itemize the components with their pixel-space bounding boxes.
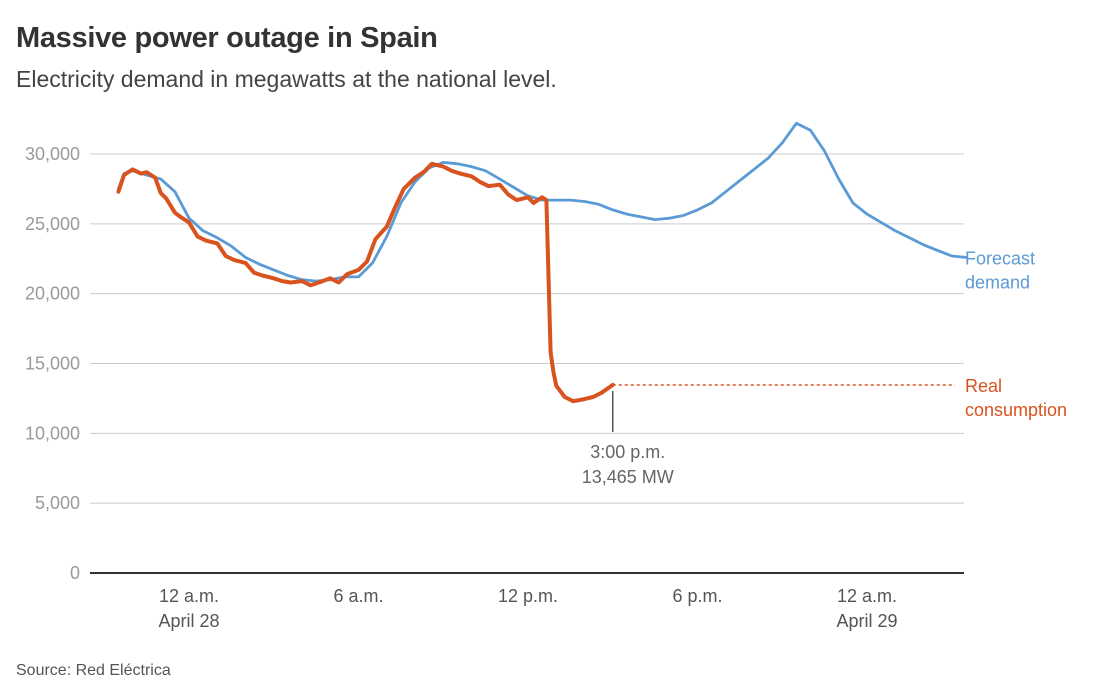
y-tick-label: 30,000 — [25, 144, 80, 164]
series-lines — [116, 121, 968, 404]
real-series-label: consumption — [965, 400, 1067, 420]
series-labels: Forecast demand Real consumption — [965, 248, 1067, 420]
x-tick-label: 6 a.m. — [333, 586, 383, 606]
y-tick-label: 15,000 — [25, 354, 80, 374]
annotation-value-label: 13,465 MW — [582, 467, 674, 487]
y-tick-label: 10,000 — [25, 423, 80, 443]
y-tick-label: 25,000 — [25, 214, 80, 234]
source-note: Source: Red Eléctrica — [16, 662, 171, 679]
annotation-time-label: 3:00 p.m. — [590, 442, 665, 462]
y-tick-label: 5,000 — [35, 493, 80, 513]
x-tick-sublabel: April 29 — [836, 611, 897, 631]
chart-title: Massive power outage in Spain — [16, 22, 438, 54]
forecast-demand-line — [117, 121, 968, 283]
x-tick-label: 12 a.m. — [837, 586, 897, 606]
forecast-series-label: demand — [965, 272, 1030, 292]
gridlines — [90, 153, 964, 504]
chart-subtitle: Electricity demand in megawatts at the n… — [16, 66, 557, 92]
x-tick-label: 12 p.m. — [498, 586, 558, 606]
y-tick-label: 0 — [70, 563, 80, 583]
x-axis-ticks: 12 a.m. April 28 6 a.m. 12 p.m. 6 p.m. 12 a.m… — [158, 586, 897, 631]
forecast-series-label: Forecast — [965, 248, 1035, 268]
x-tick-sublabel: April 28 — [158, 611, 219, 631]
real-series-label: Real — [965, 376, 1002, 396]
y-tick-label: 20,000 — [25, 284, 80, 304]
annotation: 3:00 p.m. 13,465 MW — [582, 384, 955, 487]
x-tick-label: 6 p.m. — [672, 586, 722, 606]
y-axis-ticks: 0 5,000 10,000 15,000 20,000 25,000 30,000 — [25, 144, 80, 583]
real-demand-line — [116, 161, 615, 404]
x-tick-label: 12 a.m. — [159, 586, 219, 606]
